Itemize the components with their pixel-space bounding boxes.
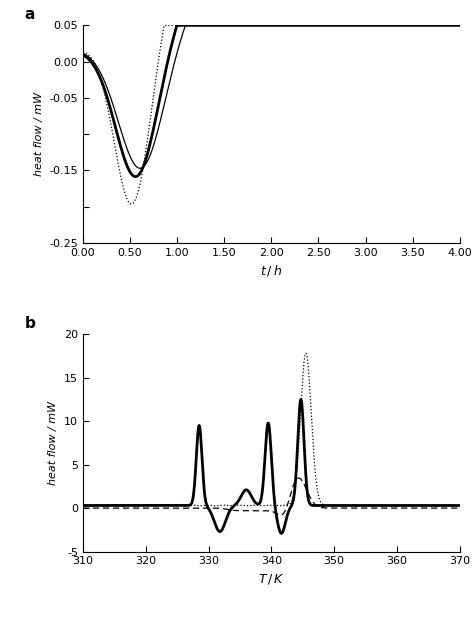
Y-axis label: heat flow / mW: heat flow / mW	[48, 401, 58, 485]
X-axis label: $T\,/\,$K: $T\,/\,$K	[258, 572, 285, 586]
Text: b: b	[25, 316, 36, 330]
Y-axis label: heat flow / mW: heat flow / mW	[34, 92, 44, 176]
X-axis label: $t\,/\,$h: $t\,/\,$h	[260, 263, 283, 278]
Text: a: a	[25, 7, 35, 22]
